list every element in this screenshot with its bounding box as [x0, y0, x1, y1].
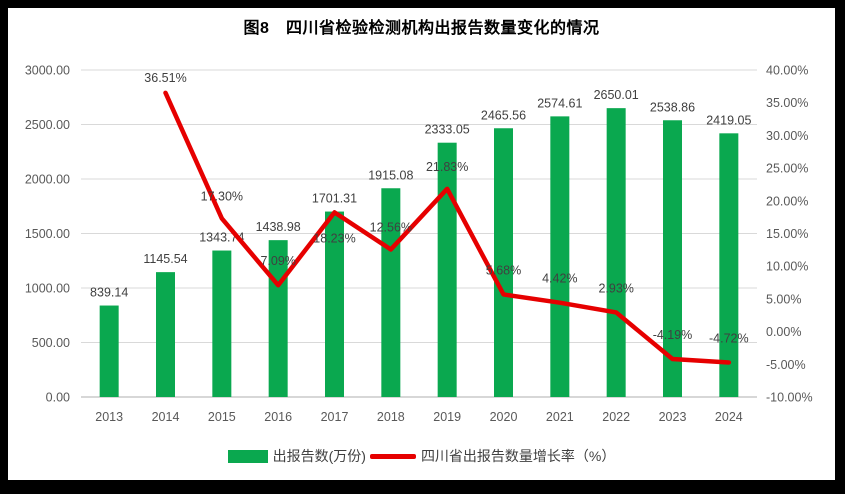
- bar-2021: [550, 116, 570, 398]
- bar-2014: [156, 272, 175, 397]
- x-axis-label: 2019: [433, 410, 461, 424]
- bar-2019: [437, 142, 457, 397]
- growth-value-label: -4.19%: [653, 328, 693, 342]
- bar-2015: [212, 250, 232, 397]
- bar-value-label: 2419.05: [706, 113, 751, 127]
- x-axis-label: 2014: [152, 410, 180, 424]
- bar-value-label: 2465.56: [481, 108, 526, 122]
- growth-value-label: -4.72%: [709, 331, 749, 345]
- chart-title: 图8 四川省检验检测机构出报告数量变化的情况: [243, 20, 600, 37]
- right-axis-tick: 15.00%: [766, 227, 808, 241]
- right-axis-tick: 35.00%: [766, 96, 808, 110]
- bar-2024: [719, 133, 739, 397]
- growth-value-label: 12.56%: [370, 220, 412, 234]
- bar-value-label: 839.14: [90, 286, 128, 300]
- bar-value-label: 1915.08: [368, 168, 413, 182]
- legend: 出报告数(万份) 四川省出报告数量增长率（%）: [8, 446, 835, 466]
- left-axis-tick: 2000.00: [25, 173, 70, 187]
- growth-value-label: 18.23%: [313, 231, 355, 245]
- x-axis-label: 2013: [95, 410, 123, 424]
- x-axis-label: 2015: [208, 410, 236, 424]
- bar-value-label: 2650.01: [594, 88, 639, 102]
- legend-line-swatch-icon: [369, 453, 416, 459]
- bar-value-label: 1438.98: [256, 220, 301, 234]
- right-axis-tick: 10.00%: [766, 260, 808, 274]
- growth-value-label: 2.93%: [598, 281, 633, 295]
- x-axis-label: 2021: [546, 410, 574, 424]
- growth-line: [163, 90, 732, 365]
- x-axis-label: 2020: [490, 410, 518, 424]
- bar-value-label: 2574.61: [537, 96, 582, 110]
- bar-2017: [325, 211, 344, 397]
- x-axis-label: 2024: [715, 410, 743, 424]
- right-axis-tick: -5.00%: [766, 358, 806, 372]
- legend-bar-swatch-icon: [227, 449, 268, 463]
- legend-line-label: 四川省出报告数量增长率（%）: [420, 448, 616, 464]
- left-axis-tick: 3000.00: [25, 64, 70, 78]
- x-axis-label: 2016: [264, 410, 292, 424]
- growth-value-label: 36.51%: [144, 71, 186, 85]
- right-axis-tick: 40.00%: [766, 64, 808, 78]
- left-axis-tick: 1500.00: [25, 227, 70, 241]
- growth-value-label: 17.30%: [201, 189, 243, 203]
- growth-value-label: 4.42%: [542, 272, 577, 286]
- chart-canvas: 0.00 500.00 1000.00 1500.00 2000.00 2500.00 30…: [25, 64, 813, 425]
- legend-item-growth: 四川省出报告数量增长率（%）: [369, 446, 616, 466]
- chart-frame: 图8 四川省检验检测机构出报告数量变化的情况 0.00 500.00 1000.00…: [8, 8, 835, 480]
- growth-value-label: 21.83%: [426, 160, 468, 174]
- left-axis-tick: 1000.00: [25, 282, 70, 296]
- bar-value-label: 2333.05: [425, 123, 470, 137]
- bar-2022: [606, 108, 626, 397]
- x-axis-label: 2022: [602, 410, 630, 424]
- right-axis-tick: 5.00%: [766, 292, 801, 306]
- growth-value-label: 5.68%: [486, 263, 521, 277]
- bar-value-label: 2538.86: [650, 100, 695, 114]
- x-axis-label: 2018: [377, 410, 405, 424]
- bar-2020: [494, 128, 513, 397]
- legend-item-bars: 出报告数(万份): [227, 446, 366, 466]
- x-axis-label: 2023: [659, 410, 687, 424]
- bar-2023: [663, 120, 682, 398]
- bar-value-label: 1701.31: [312, 192, 357, 206]
- left-axis-tick: 2500.00: [25, 118, 70, 132]
- right-axis-tick: -10.00%: [766, 391, 813, 405]
- legend-bar-label: 出报告数(万份): [272, 448, 366, 464]
- right-axis-tick: 0.00%: [766, 325, 801, 339]
- right-axis-tick: 30.00%: [766, 129, 808, 143]
- bar-2013: [99, 305, 119, 397]
- right-axis-tick: 25.00%: [766, 162, 808, 176]
- left-axis-tick: 0.00: [46, 391, 70, 405]
- bar-value-label: 1145.54: [143, 252, 187, 266]
- right-axis-tick: 20.00%: [766, 194, 808, 208]
- growth-value-label: 7.09%: [260, 254, 295, 268]
- x-axis-label: 2017: [321, 410, 349, 424]
- left-axis-tick: 500.00: [32, 336, 70, 350]
- bar-2018: [381, 188, 401, 397]
